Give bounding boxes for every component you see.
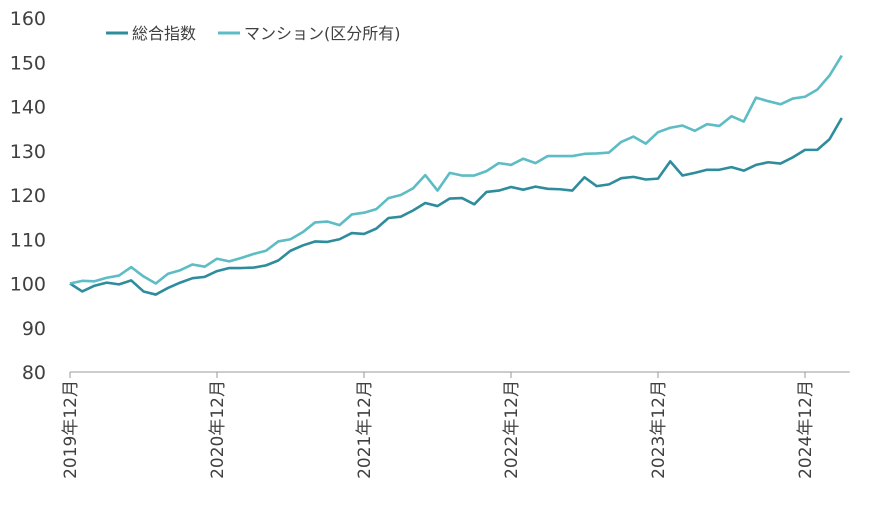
x-tick-label: 2019年12月 [61, 380, 81, 479]
y-tick-label: 110 [10, 229, 46, 251]
y-tick-label: 100 [10, 274, 46, 296]
y-tick-label: 160 [10, 8, 46, 30]
y-tick-label: 80 [22, 362, 46, 384]
y-tick-label: 130 [10, 141, 46, 163]
y-tick-label: 90 [22, 318, 46, 340]
x-tick-label: 2021年12月 [355, 380, 375, 479]
y-tick-label: 140 [10, 97, 46, 119]
series-line [69, 54, 843, 285]
legend-label: 総合指数 [132, 24, 196, 43]
x-tick-label: 2024年12月 [796, 380, 816, 479]
y-tick-label: 150 [10, 52, 46, 74]
y-tick-label: 120 [10, 185, 46, 207]
x-tick-label: 2020年12月 [208, 380, 228, 479]
x-tick-label: 2022年12月 [502, 380, 522, 479]
legend-label: マンション(区分所有) [244, 24, 401, 43]
series-line [69, 117, 843, 296]
x-tick-label: 2023年12月 [649, 380, 669, 479]
